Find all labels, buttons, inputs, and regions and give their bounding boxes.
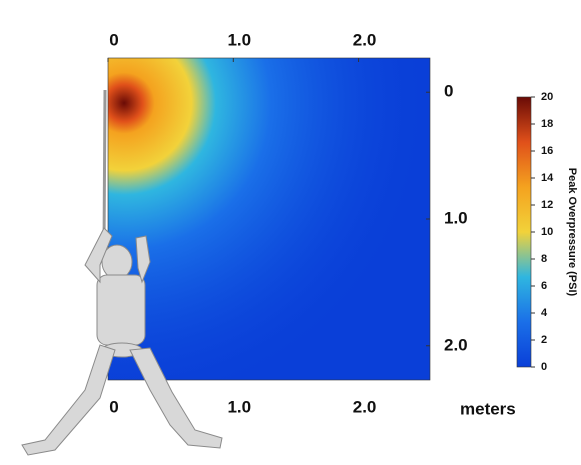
colorbar-tick-label: 12: [541, 199, 553, 211]
x-tick-label-top: 0: [109, 30, 118, 49]
y-tick-label: 0: [444, 82, 453, 101]
plot-area: [107, 57, 431, 381]
colorbar-tick-label: 0: [541, 361, 547, 373]
colorbar-tick-label: 16: [541, 145, 553, 157]
colorbar-tick-label: 18: [541, 118, 553, 130]
x-tick-label-top: 2.0: [353, 30, 377, 49]
colorbar-tick-label: 10: [541, 226, 553, 238]
colorbar-tick-label: 2: [541, 334, 547, 346]
colorbar-tick-label: 20: [541, 91, 553, 103]
soldier-figure: [21, 89, 223, 456]
colorbar-label: Peak Overpressure (PSI): [566, 168, 578, 297]
y-tick-label: 2.0: [444, 335, 468, 354]
x-tick-label-bottom: 0: [109, 397, 118, 416]
colorbar-tick-label: 6: [541, 280, 547, 292]
y-tick-label: 1.0: [444, 208, 468, 227]
colorbar-tick-label: 8: [541, 253, 547, 265]
x-tick-label-bottom: 1.0: [227, 397, 251, 416]
x-tick-label-top: 1.0: [227, 30, 251, 49]
colorbar-tick-label: 14: [541, 172, 554, 184]
colorbar-tick-label: 4: [541, 307, 548, 319]
x-axis-label: meters: [460, 399, 516, 418]
x-tick-label-bottom: 2.0: [353, 397, 377, 416]
colorbar: [516, 96, 532, 368]
pressure-field: [108, 58, 430, 380]
